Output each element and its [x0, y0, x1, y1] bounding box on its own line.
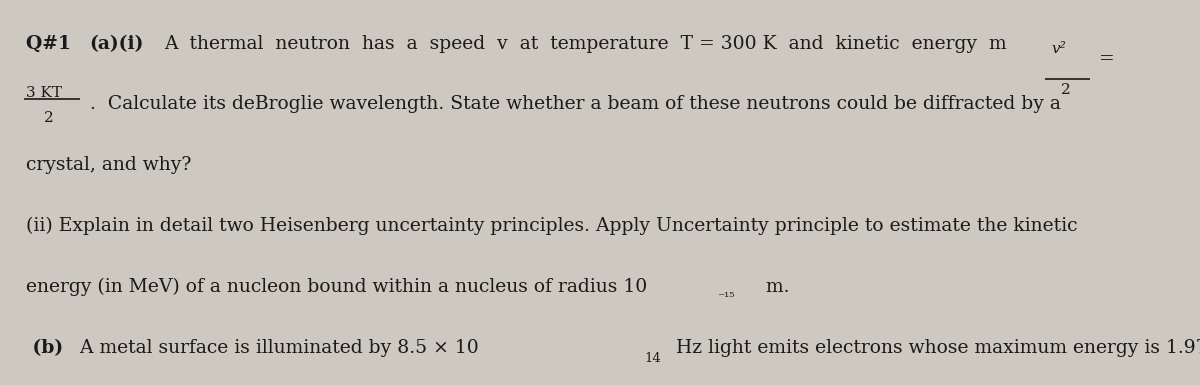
Text: A metal surface is illuminated by 8.5 × 10: A metal surface is illuminated by 8.5 × … [74, 339, 479, 357]
Text: v²: v² [1051, 42, 1066, 56]
Text: 2: 2 [44, 111, 54, 125]
Text: 14: 14 [644, 352, 661, 365]
Text: crystal, and why?: crystal, and why? [26, 156, 192, 174]
Text: Hz light emits electrons whose maximum energy is 1.97 eV.: Hz light emits electrons whose maximum e… [670, 339, 1200, 357]
Text: A  thermal  neutron  has  a  speed  v  at  temperature  T = 300 K  and  kinetic : A thermal neutron has a speed v at tempe… [164, 35, 1007, 53]
Text: (a)(i): (a)(i) [89, 35, 143, 53]
Text: .  Calculate its deBroglie wavelength. State whether a beam of these neutrons co: . Calculate its deBroglie wavelength. St… [90, 95, 1061, 114]
Text: ⁻¹⁵: ⁻¹⁵ [718, 291, 736, 305]
Text: =: = [1099, 50, 1115, 68]
Text: 3 KT: 3 KT [26, 86, 62, 100]
Text: Q#1: Q#1 [26, 35, 78, 53]
Text: m.: m. [760, 278, 790, 296]
Text: (ii) Explain in detail two Heisenberg uncertainty principles. Apply Uncertainty : (ii) Explain in detail two Heisenberg un… [26, 217, 1078, 235]
Text: (b): (b) [26, 339, 64, 357]
Text: energy (in MeV) of a nucleon bound within a nucleus of radius 10: energy (in MeV) of a nucleon bound withi… [26, 278, 648, 296]
Text: 2: 2 [1061, 83, 1072, 97]
